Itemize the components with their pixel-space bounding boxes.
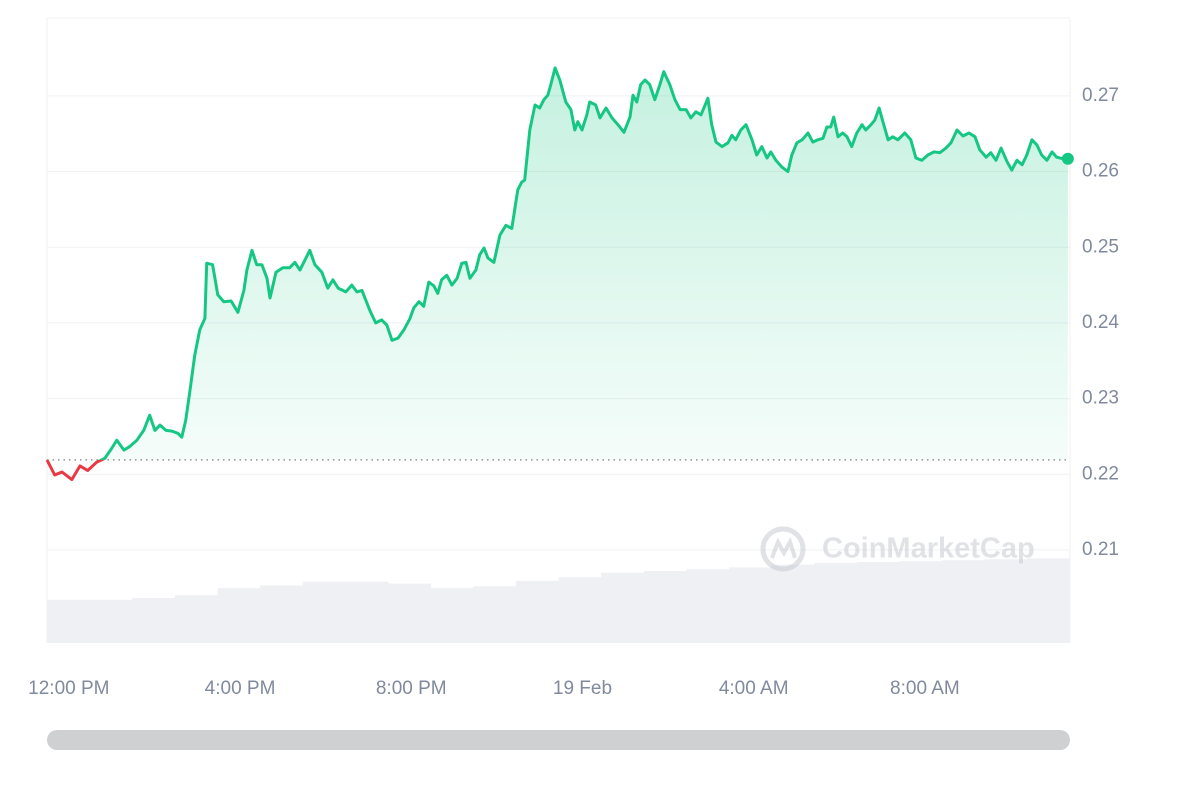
y-tick-label: 0.27 (1082, 85, 1119, 106)
y-tick-label: 0.23 (1082, 388, 1119, 409)
volume-bar (345, 581, 389, 643)
volume-bar (260, 585, 304, 643)
volume-bar (473, 586, 517, 643)
volume-bar (984, 559, 1028, 643)
volume-bar (643, 571, 687, 643)
y-tick-label: 0.22 (1082, 463, 1119, 484)
x-tick-label: 4:00 AM (719, 678, 789, 699)
volume-bar (942, 560, 986, 643)
scrollbar[interactable] (47, 730, 1070, 750)
volume-bar (771, 564, 815, 643)
watermark-logo-mark (770, 536, 797, 559)
x-tick-label: 19 Feb (553, 678, 612, 699)
volume-bar (388, 583, 432, 643)
volume-bar (729, 567, 773, 643)
volume-bar (558, 577, 602, 643)
volume-bar (174, 595, 218, 643)
volume-bar (302, 581, 346, 643)
volume-bar (856, 562, 900, 643)
watermark: CoinMarketCap (760, 526, 1035, 572)
volume-bar (47, 599, 91, 643)
volume-bar (430, 588, 474, 643)
y-tick-label: 0.24 (1082, 312, 1119, 333)
x-tick-label: 8:00 PM (376, 678, 447, 699)
last-price-dot (1061, 152, 1074, 165)
volume-bar (899, 561, 943, 643)
price-line-up (47, 66, 1068, 460)
y-tick-label: 0.26 (1082, 161, 1119, 182)
x-tick-label: 4:00 PM (205, 678, 276, 699)
volume-bar (132, 598, 176, 643)
volume-bar (1027, 558, 1071, 643)
volume-bar (89, 599, 133, 643)
price-area (101, 67, 1068, 460)
volume-bar (217, 588, 261, 643)
y-tick-label: 0.21 (1082, 539, 1119, 560)
y-tick-label: 0.25 (1082, 236, 1119, 257)
volume-bar (601, 572, 645, 643)
volume-bar (686, 569, 730, 643)
x-tick-label: 8:00 AM (890, 678, 960, 699)
x-tick-label: 12:00 PM (28, 678, 109, 699)
volume-bar (515, 580, 559, 643)
watermark-logo (760, 526, 806, 572)
volume-bar (814, 562, 858, 643)
watermark-text: CoinMarketCap (822, 533, 1035, 565)
